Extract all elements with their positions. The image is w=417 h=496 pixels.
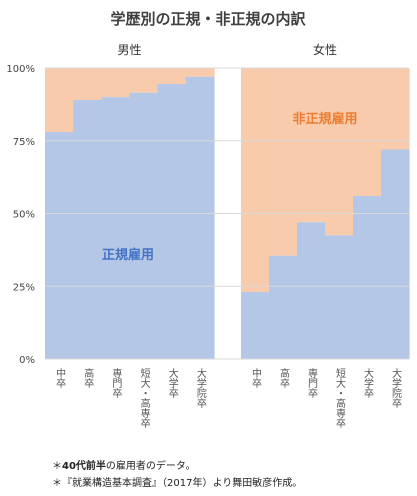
bar-nonregular-1-0 [241, 68, 270, 293]
bar-nonregular-1-5 [381, 68, 410, 150]
x-tick-label-0-2: 専門卒 [110, 368, 122, 398]
x-tick-label-1-3: 短大・高専卒 [334, 367, 346, 428]
y-tick-label-3: 75% [13, 137, 35, 148]
bar-nonregular-1-2 [297, 68, 326, 223]
x-tick-label-0-1: 高卒 [82, 367, 94, 388]
x-tick-label-0-3: 短大・高専卒 [138, 367, 150, 428]
bar-regular-0-3 [129, 92, 159, 360]
x-tick-label-1-0: 中卒 [250, 367, 262, 388]
x-tick-label-1-1: 高卒 [278, 367, 290, 388]
series-label-nonregular: 非正規雇用 [292, 111, 357, 127]
panel-label-1: 女性 [313, 42, 337, 57]
chart-svg: 学歴別の正規・非正規の内訳男性 女性0%25%50%75%100%中卒 高卒 専門卒短… [6, 10, 410, 428]
bar-nonregular-1-4 [353, 68, 382, 197]
bar-nonregular-0-2 [101, 68, 131, 98]
bar-regular-1-5 [381, 149, 410, 359]
bar-regular-1-3 [325, 235, 354, 359]
x-tick-label-0-5: 大学院卒 [194, 367, 206, 408]
note-1-rest: の雇用者のデータ。 [105, 461, 196, 472]
bar-nonregular-1-3 [325, 68, 354, 236]
bar-regular-0-4 [157, 84, 187, 359]
bar-nonregular-0-3 [129, 68, 159, 93]
bar-regular-0-0 [45, 132, 74, 359]
bar-nonregular-0-0 [45, 68, 74, 133]
y-tick-label-4: 100% [6, 64, 35, 75]
x-tick-label-1-5: 大学院卒 [390, 367, 402, 408]
series-label-regular: 正規雇用 [102, 247, 154, 263]
y-tick-label-0: 0% [19, 355, 35, 366]
bar-nonregular-0-4 [157, 68, 187, 85]
bar-regular-1-2 [297, 222, 326, 359]
panel-label-0: 男性 [117, 43, 141, 57]
note-2: ＊『就業構造基本調査』（2017年）より舞田敏彦作成。 [52, 478, 303, 489]
note-1-bold: 40代前半 [62, 461, 106, 472]
note-1: ＊40代前半の雇用者のデータ。 [52, 458, 302, 475]
y-tick-label-2: 50% [13, 210, 35, 221]
y-tick-label-1: 25% [13, 282, 35, 293]
x-tick-label-1-4: 大学卒 [362, 367, 374, 398]
x-tick-label-0-0: 中卒 [54, 367, 66, 388]
bar-regular-1-0 [241, 292, 270, 359]
chart-notes: ＊40代前半の雇用者のデータ。 ＊『就業構造基本調査』（2017年）より舞田敏彦… [52, 458, 302, 492]
bar-nonregular-0-1 [73, 68, 102, 101]
bar-regular-0-2 [101, 97, 131, 359]
bar-nonregular-1-1 [269, 68, 298, 256]
bar-regular-1-4 [353, 196, 382, 359]
bar-nonregular-0-5 [185, 68, 215, 77]
x-tick-label-0-4: 大学卒 [166, 367, 178, 398]
bar-regular-1-1 [269, 255, 298, 359]
chart-title: 学歴別の正規・非正規の内訳 [110, 10, 306, 28]
bar-regular-0-1 [73, 100, 102, 359]
x-tick-label-1-2: 専門卒 [306, 368, 318, 398]
note-1-prefix: ＊ [52, 461, 62, 472]
bar-regular-0-5 [185, 76, 215, 359]
